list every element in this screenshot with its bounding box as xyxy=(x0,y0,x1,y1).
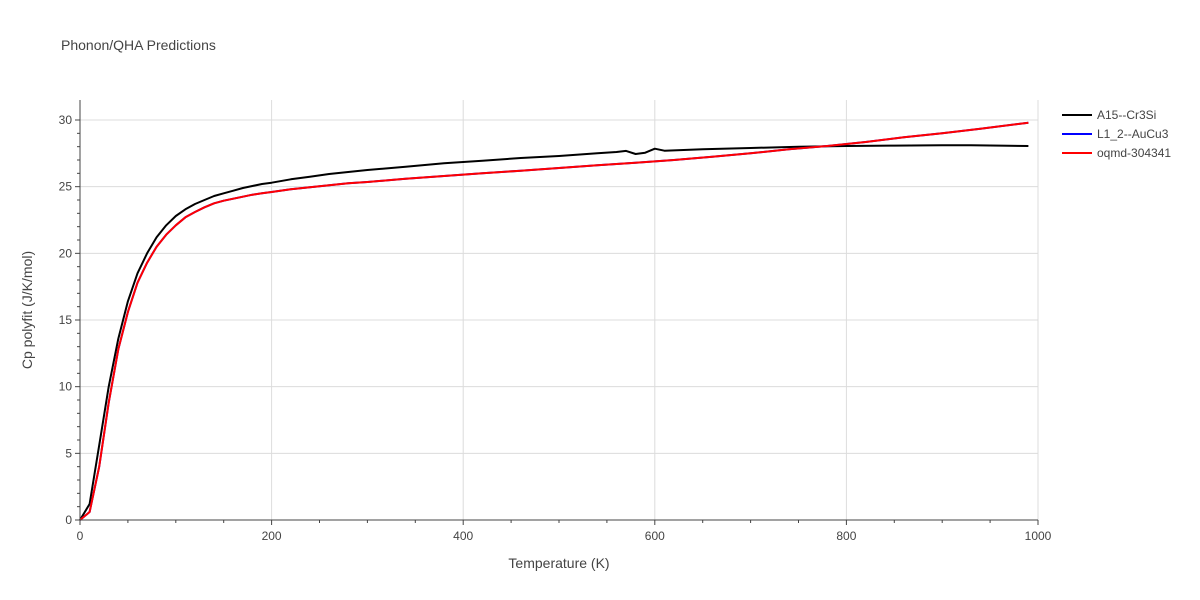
y-tick-label: 30 xyxy=(59,113,73,127)
y-axis-title: Cp polyfit (J/K/mol) xyxy=(19,251,35,369)
x-tick-label: 400 xyxy=(453,529,473,543)
y-tick-label: 5 xyxy=(65,446,72,460)
plot-area xyxy=(79,121,1029,521)
x-tick-label: 600 xyxy=(645,529,665,543)
grid xyxy=(80,100,1039,520)
legend-label: L1_2--AuCu3 xyxy=(1097,127,1169,141)
legend-item-2[interactable]: L1_2--AuCu3 xyxy=(1062,127,1169,141)
x-tick-label: 200 xyxy=(262,529,282,543)
y-tick-label: 20 xyxy=(59,246,73,260)
x-tick-label: 1000 xyxy=(1025,529,1052,543)
legend-item-1[interactable]: A15--Cr3Si xyxy=(1062,108,1156,122)
chart-title: Phonon/QHA Predictions xyxy=(61,37,216,53)
series-line-2 xyxy=(79,121,1029,521)
series-line-1 xyxy=(79,144,1029,521)
y-tick-label: 15 xyxy=(59,313,73,327)
y-tick-label: 0 xyxy=(65,513,72,527)
legend[interactable]: A15--Cr3Si L1_2--AuCu3 oqmd-304341 xyxy=(1062,108,1171,160)
legend-item-3[interactable]: oqmd-304341 xyxy=(1062,146,1171,160)
y-tick-label: 10 xyxy=(59,380,73,394)
series-line-3 xyxy=(79,121,1029,521)
y-tick-label: 25 xyxy=(59,180,73,194)
x-tick-label: 800 xyxy=(836,529,856,543)
x-axis-title: Temperature (K) xyxy=(508,555,609,571)
legend-label: oqmd-304341 xyxy=(1097,146,1171,160)
axes: 0 5 10 15 20 25 30 0 200 400 600 800 1000 xyxy=(59,100,1052,543)
x-tick-label: 0 xyxy=(77,529,84,543)
legend-label: A15--Cr3Si xyxy=(1097,108,1156,122)
